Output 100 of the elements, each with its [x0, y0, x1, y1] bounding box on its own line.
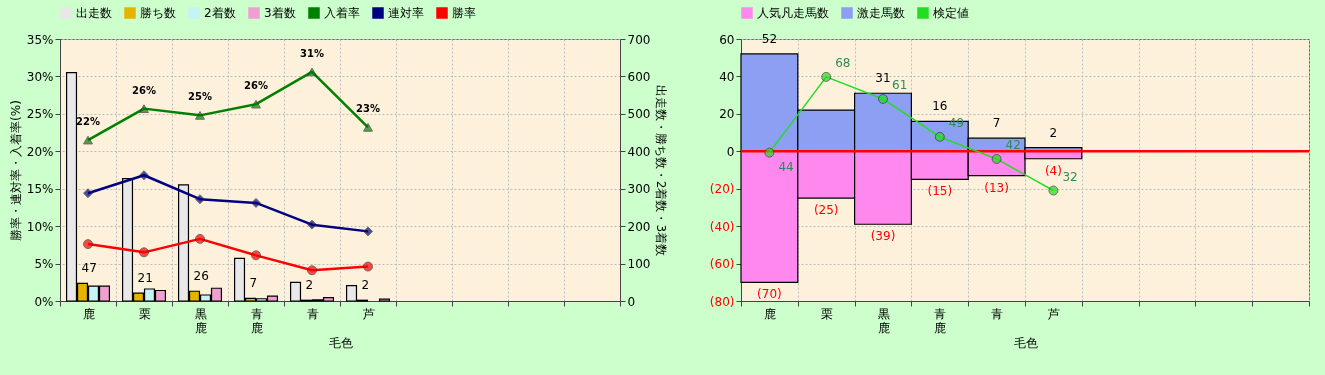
- data-label: 2: [1049, 125, 1058, 140]
- point: [307, 265, 317, 276]
- y2-tick-label: 400: [627, 144, 651, 159]
- point: [934, 131, 945, 142]
- data-label: 21: [137, 271, 153, 286]
- point: [363, 122, 373, 132]
- point: [1048, 185, 1059, 196]
- point: [195, 194, 205, 205]
- data-label: 44: [778, 159, 794, 174]
- data-label: 26%: [244, 80, 268, 92]
- x-tick-label: 芦: [362, 306, 375, 321]
- legend-label: 勝率: [452, 6, 476, 20]
- point: [195, 110, 205, 120]
- legend-label: 激走馬数: [857, 6, 905, 20]
- data-label: 47: [81, 261, 97, 276]
- point: [251, 99, 261, 109]
- x-tick-label: 鹿: [82, 306, 95, 321]
- y-tick-label: 40: [719, 69, 735, 84]
- y-tick-label: (40): [709, 219, 735, 234]
- point: [991, 153, 1002, 164]
- point: [878, 94, 888, 104]
- legend-label: 勝ち数: [140, 6, 176, 20]
- point: [83, 135, 93, 145]
- point: [764, 147, 775, 158]
- y2-tick-label: 300: [627, 182, 651, 197]
- y2-tick-label: 500: [627, 107, 651, 122]
- data-label: 31: [875, 71, 891, 86]
- data-label: 7: [249, 276, 258, 291]
- y2-tick-label: 700: [627, 32, 651, 47]
- point: [251, 197, 261, 208]
- y2-tick-label: 0: [627, 294, 636, 309]
- point: [83, 239, 93, 250]
- x-tick-label: 芦: [1047, 306, 1060, 321]
- data-label: 25%: [188, 91, 212, 103]
- y-tick-label: 60: [719, 32, 735, 47]
- y-tick-label: 5%: [34, 257, 54, 272]
- y2-axis-title: 出走数・勝ち数・2着数・3着数: [654, 84, 669, 257]
- x-tick-label: 青鹿: [250, 306, 263, 335]
- data-label: 31%: [300, 47, 324, 59]
- y-tick-label: 25%: [26, 107, 54, 122]
- data-label: 2: [361, 278, 370, 293]
- point: [307, 67, 317, 77]
- data-label: 42: [1005, 137, 1021, 152]
- y-tick-label: (60): [709, 257, 735, 272]
- x-tick-label: 黒鹿: [194, 306, 207, 335]
- y-tick-label: 0: [726, 144, 735, 159]
- point: [83, 188, 93, 199]
- y-tick-label: 0%: [34, 294, 54, 309]
- x-tick-label: 鹿: [763, 306, 776, 321]
- data-label: (39): [870, 229, 896, 244]
- data-label: 23%: [356, 103, 380, 115]
- point: [139, 247, 149, 258]
- data-label: 22%: [76, 116, 100, 128]
- y-axis-title: 勝率・連対率・入着率(%): [8, 100, 23, 241]
- legend-label: 3着数: [264, 6, 296, 20]
- data-label: 26%: [132, 84, 156, 96]
- y2-tick-label: 100: [627, 257, 651, 272]
- legend-label: 人気凡走馬数: [757, 6, 829, 20]
- x-tick-label: 栗: [138, 306, 151, 321]
- x-tick-label: 青: [306, 306, 319, 321]
- legend-label: 検定値: [933, 6, 969, 20]
- point: [363, 261, 373, 272]
- legend-label: 連対率: [388, 6, 424, 20]
- data-label: 16: [932, 99, 948, 114]
- data-label: 26: [193, 269, 209, 284]
- data-label: 2: [305, 278, 314, 293]
- data-label: 7: [992, 116, 1001, 131]
- data-label: 61: [892, 77, 908, 92]
- y-tick-label: 20%: [26, 144, 54, 159]
- point: [251, 250, 261, 261]
- y-tick-label: 30%: [26, 69, 54, 84]
- data-label: (13): [984, 180, 1009, 195]
- y-tick-label: 20: [719, 107, 735, 122]
- point: [195, 233, 205, 244]
- y-tick-label: (20): [709, 182, 735, 197]
- point: [307, 219, 317, 230]
- point: [363, 226, 373, 237]
- y-tick-label: (80): [709, 294, 735, 309]
- point: [139, 170, 149, 181]
- data-label: 32: [1062, 169, 1078, 184]
- x-tick-label: 栗: [820, 306, 833, 321]
- data-label: (25): [813, 203, 839, 218]
- y-tick-label: 15%: [26, 182, 54, 197]
- legend-label: 出走数: [76, 6, 112, 20]
- data-label: (15): [927, 184, 953, 199]
- y2-tick-label: 600: [627, 69, 651, 84]
- y2-tick-label: 200: [627, 219, 651, 234]
- x-tick-label: 黒鹿: [877, 306, 890, 335]
- legend-label: 入着率: [324, 6, 360, 20]
- data-label: (70): [757, 287, 782, 302]
- data-label: 52: [761, 31, 778, 46]
- legend-label: 2着数: [204, 6, 236, 20]
- x-axis-title: 毛色: [1013, 335, 1038, 350]
- point: [821, 71, 832, 82]
- y-tick-label: 10%: [26, 219, 54, 234]
- y-tick-label: 35%: [26, 32, 54, 47]
- x-axis-title: 毛色: [328, 335, 353, 350]
- x-tick-label: 青鹿: [934, 306, 947, 335]
- x-tick-label: 青: [991, 306, 1004, 321]
- data-label: (4): [1044, 163, 1062, 178]
